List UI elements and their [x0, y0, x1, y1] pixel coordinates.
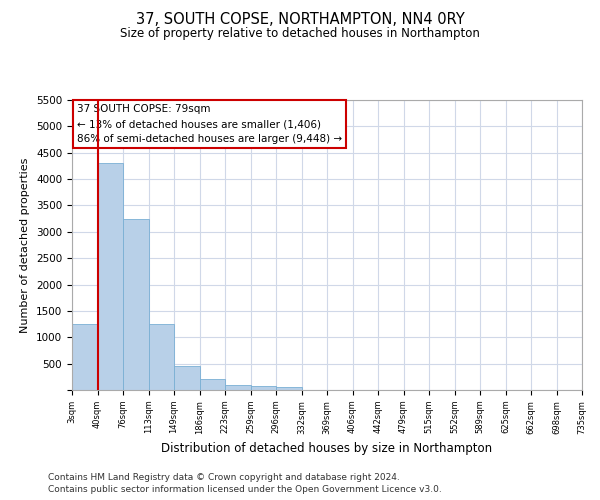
- Text: Size of property relative to detached houses in Northampton: Size of property relative to detached ho…: [120, 28, 480, 40]
- Bar: [251, 386, 276, 390]
- Bar: [72, 324, 97, 390]
- Bar: [225, 384, 251, 390]
- Bar: [97, 164, 123, 390]
- Y-axis label: Number of detached properties: Number of detached properties: [20, 158, 31, 332]
- Bar: [199, 380, 225, 390]
- Bar: [123, 218, 149, 390]
- Text: Contains HM Land Registry data © Crown copyright and database right 2024.: Contains HM Land Registry data © Crown c…: [48, 472, 400, 482]
- Bar: [276, 387, 302, 390]
- Text: 37, SOUTH COPSE, NORTHAMPTON, NN4 0RY: 37, SOUTH COPSE, NORTHAMPTON, NN4 0RY: [136, 12, 464, 28]
- Text: Contains public sector information licensed under the Open Government Licence v3: Contains public sector information licen…: [48, 485, 442, 494]
- Bar: [149, 324, 174, 390]
- Text: 37 SOUTH COPSE: 79sqm
← 13% of detached houses are smaller (1,406)
86% of semi-d: 37 SOUTH COPSE: 79sqm ← 13% of detached …: [77, 104, 342, 144]
- Bar: [174, 366, 199, 390]
- X-axis label: Distribution of detached houses by size in Northampton: Distribution of detached houses by size …: [161, 442, 493, 455]
